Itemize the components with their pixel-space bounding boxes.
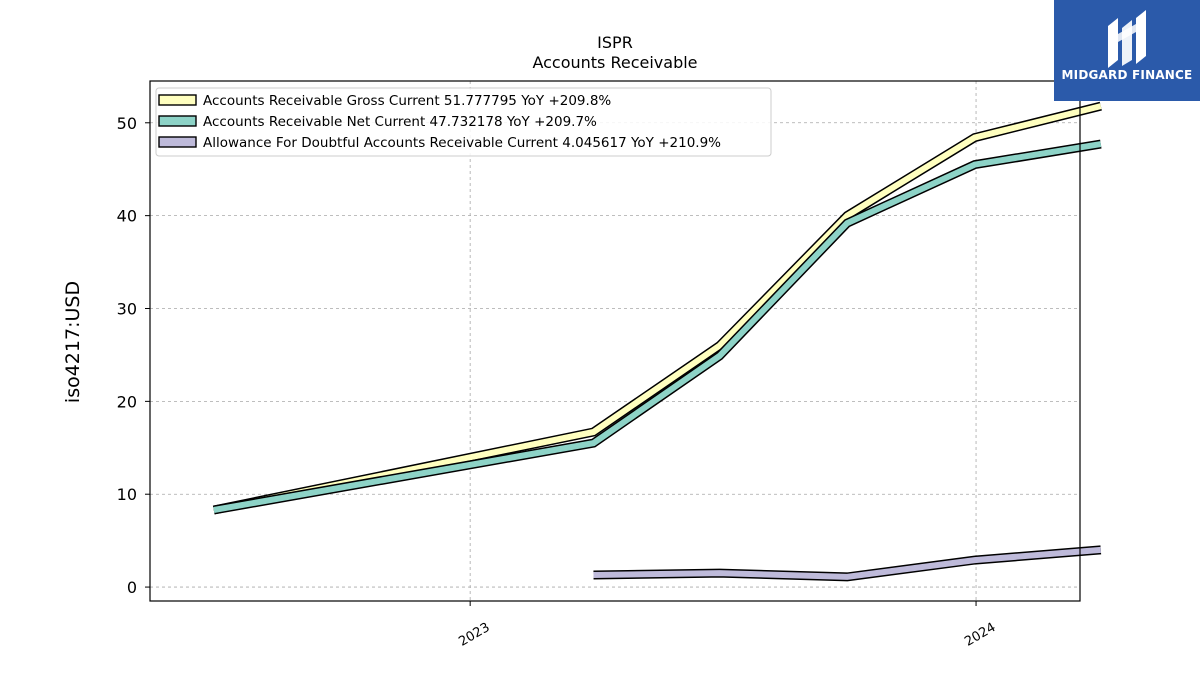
series-line [593, 546, 1102, 580]
y-tick-label: 50 [117, 114, 137, 133]
series-line [213, 141, 1102, 513]
legend: Accounts Receivable Gross Current 51.777… [155, 87, 772, 157]
legend-entry: Allowance For Doubtful Accounts Receivab… [203, 135, 721, 151]
legend-entry: Accounts Receivable Net Current 47.73217… [203, 114, 597, 130]
y-tick-label: 10 [117, 485, 137, 504]
legend-swatch [158, 115, 197, 127]
x-tick-label: 2023 [456, 620, 492, 650]
legend-entry: Accounts Receivable Gross Current 51.777… [203, 93, 611, 109]
legend-swatch [158, 136, 197, 148]
y-tick-label: 30 [117, 300, 137, 319]
series-line [213, 103, 1102, 513]
legend-box [155, 87, 772, 157]
y-axis-label: iso4217:USD [62, 281, 84, 403]
axis-ticks: 0 10 20 30 40 50 2023 2024 [117, 114, 999, 650]
logo-text: MIDGARD FINANCE [1061, 68, 1193, 82]
y-tick-label: 40 [117, 207, 137, 226]
y-tick-label: 0 [127, 578, 137, 597]
midgard-logo: MIDGARD FINANCE [1054, 0, 1200, 101]
x-tick-label: 2024 [962, 620, 998, 650]
y-tick-label: 20 [117, 392, 137, 411]
chart-subtitle: Accounts Receivable [532, 53, 697, 72]
series-group [212, 101, 1102, 582]
series-outline [213, 139, 1102, 515]
legend-swatch [158, 94, 197, 106]
plot-frame [149, 80, 1081, 602]
midgard-logo-icon [1108, 10, 1146, 68]
chart-title: ISPR [597, 33, 633, 52]
